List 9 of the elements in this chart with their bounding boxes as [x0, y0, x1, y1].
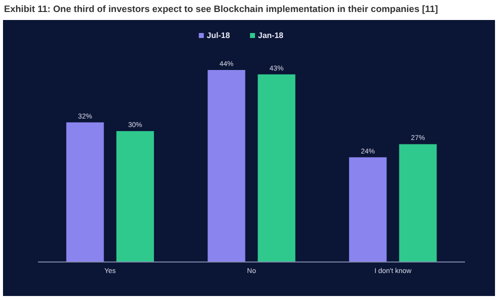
bar [399, 144, 437, 262]
bar [66, 122, 104, 262]
bar [258, 74, 296, 262]
legend-label: Jan-18 [258, 31, 284, 40]
bar [116, 131, 154, 262]
chart-title: Exhibit 11: One third of investors expect to see Blockchain implementation in their companies [11] [4, 4, 438, 14]
bar [208, 70, 246, 262]
bar [349, 157, 387, 262]
legend-label: Jul-18 [206, 31, 230, 40]
